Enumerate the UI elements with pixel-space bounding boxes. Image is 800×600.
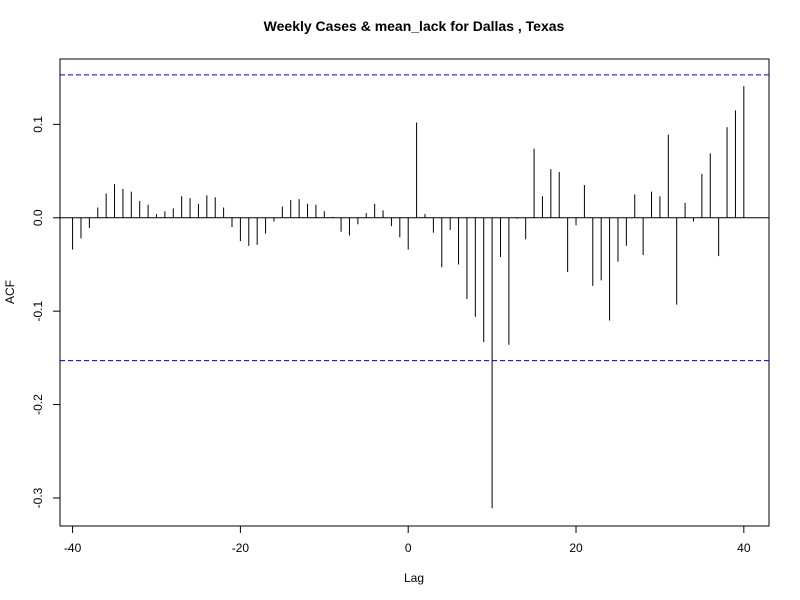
acf-bars [72,86,745,509]
y-tick-label: -0.1 [31,301,45,322]
y-axis: -0.3 -0.2 -0.1 0.0 0.1 [31,116,61,508]
x-tick-label: -20 [232,541,250,555]
x-tick-label: 0 [405,541,412,555]
x-axis-title: Lag [404,571,424,585]
y-tick-label: -0.3 [31,487,45,508]
x-tick-label: 40 [737,541,751,555]
x-tick-label: 20 [569,541,583,555]
chart-title: Weekly Cases & mean_lack for Dallas , Te… [264,18,565,34]
x-tick-label: -40 [64,541,82,555]
plot-frame [59,58,770,527]
y-axis-title: ACF [3,280,17,304]
y-tick-label: -0.2 [31,394,45,415]
confidence-bounds [60,74,769,362]
y-tick-label: 0.0 [31,209,45,226]
y-tick-label: 0.1 [31,116,45,133]
x-axis: -40 -20 0 20 40 [64,525,751,555]
